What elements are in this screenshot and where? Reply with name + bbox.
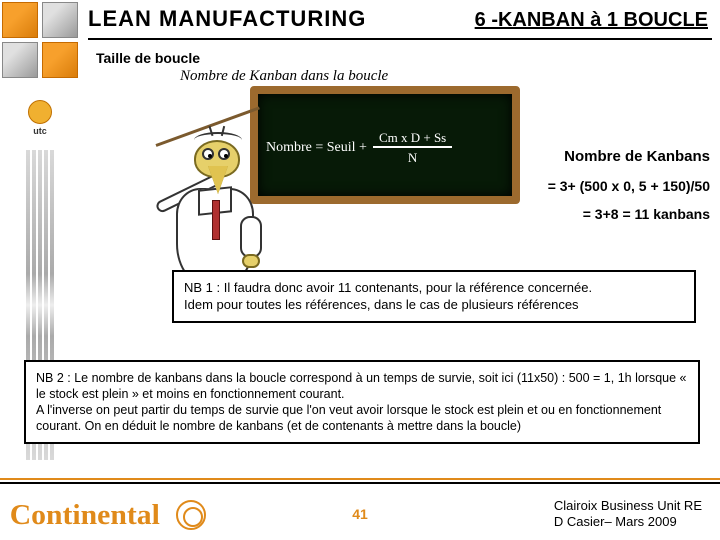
- page-title-right: 6 -KANBAN à 1 BOUCLE: [475, 9, 708, 32]
- chalkboard: Nombre = Seuil + Cm x D + Ss N: [250, 86, 520, 204]
- footer: Continental 41 Clairoix Business Unit RE…: [0, 488, 720, 540]
- footer-line: D Casier– Mars 2009: [554, 514, 702, 530]
- sidebar: utc: [0, 0, 80, 540]
- board-area: Nombre = Seuil + Cm x D + Ss N: [130, 86, 530, 226]
- continental-logo: Continental: [10, 500, 160, 532]
- utc-circle-icon: [28, 100, 52, 124]
- page-number: 41: [352, 506, 368, 522]
- sidebar-tiles: [0, 0, 80, 100]
- hand-icon: [242, 254, 260, 268]
- arm-icon: [240, 216, 262, 258]
- footer-rule: [0, 482, 720, 484]
- tile-icon: [42, 2, 78, 38]
- calc-line: = 3+ (500 x 0, 5 + 150)/50: [548, 178, 710, 194]
- professor-icon: [130, 116, 280, 296]
- tie-icon: [212, 200, 220, 240]
- chalk-fraction: Cm x D + Ss N: [373, 130, 452, 166]
- footer-right: Clairoix Business Unit RE D Casier– Mars…: [554, 498, 702, 531]
- page-title-left: LEAN MANUFACTURING: [88, 6, 366, 32]
- chalk-lhs: Nombre = Seuil +: [266, 140, 367, 156]
- utc-label: utc: [33, 126, 47, 136]
- calc-heading: Nombre de Kanbans: [564, 148, 710, 165]
- utc-badge: utc: [4, 100, 76, 136]
- subtitle2: Nombre de Kanban dans la boucle: [180, 68, 388, 85]
- subtitle: Taille de boucle: [96, 50, 200, 66]
- header-rule: [88, 38, 712, 40]
- note-text: Idem pour toutes les références, dans le…: [184, 297, 684, 314]
- slide: utc LEAN MANUFACTURING 6 -KANBAN à 1 BOU…: [0, 0, 720, 540]
- tile-icon: [2, 42, 38, 78]
- head-icon: [188, 134, 246, 194]
- note-text: NB 2 : Le nombre de kanbans dans la bouc…: [36, 370, 688, 402]
- header: LEAN MANUFACTURING 6 -KANBAN à 1 BOUCLE: [88, 6, 708, 32]
- footer-rule: [0, 478, 720, 480]
- note-box-1: NB 1 : Il faudra donc avoir 11 contenant…: [172, 270, 696, 323]
- eye-icon: [202, 148, 214, 160]
- eye-icon: [218, 148, 230, 160]
- note-box-2: NB 2 : Le nombre de kanbans dans la bouc…: [24, 360, 700, 444]
- chalk-equation: Nombre = Seuil + Cm x D + Ss N: [266, 130, 452, 166]
- hair-icon: [194, 132, 242, 148]
- beak-icon: [208, 166, 228, 194]
- tile-icon: [42, 42, 78, 78]
- chalk-numerator: Cm x D + Ss: [373, 130, 452, 148]
- footer-line: Clairoix Business Unit RE: [554, 498, 702, 514]
- wheel-icon: [176, 500, 206, 530]
- note-text: NB 1 : Il faudra donc avoir 11 contenant…: [184, 280, 684, 297]
- calc-line: = 3+8 = 11 kanbans: [583, 206, 710, 222]
- chalk-denominator: N: [408, 148, 417, 166]
- note-text: A l'inverse on peut partir du temps de s…: [36, 402, 688, 434]
- tile-icon: [2, 2, 38, 38]
